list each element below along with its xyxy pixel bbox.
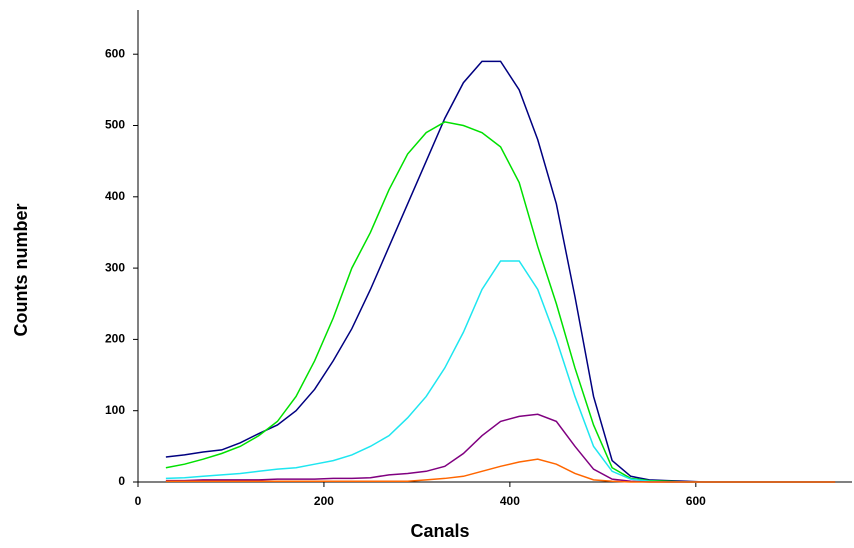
y-axis-title: Counts number bbox=[11, 204, 31, 337]
x-tick-label: 400 bbox=[500, 494, 520, 508]
y-tick-label: 300 bbox=[105, 260, 125, 274]
x-tick-label: 600 bbox=[686, 494, 706, 508]
x-tick-label: 200 bbox=[314, 494, 334, 508]
series-line bbox=[165, 121, 836, 483]
y-tick-label: 600 bbox=[105, 46, 125, 60]
series-line bbox=[165, 260, 836, 483]
y-tick-label: 200 bbox=[105, 332, 125, 346]
x-tick-label: 0 bbox=[135, 494, 142, 508]
series-line bbox=[165, 60, 836, 483]
series-line bbox=[165, 458, 836, 483]
y-tick-label: 100 bbox=[105, 403, 125, 417]
x-axis-title: Canals bbox=[410, 521, 469, 541]
series-line bbox=[165, 413, 836, 483]
y-tick-label: 400 bbox=[105, 189, 125, 203]
y-tick-label: 0 bbox=[118, 474, 125, 488]
y-tick-label: 500 bbox=[105, 118, 125, 132]
